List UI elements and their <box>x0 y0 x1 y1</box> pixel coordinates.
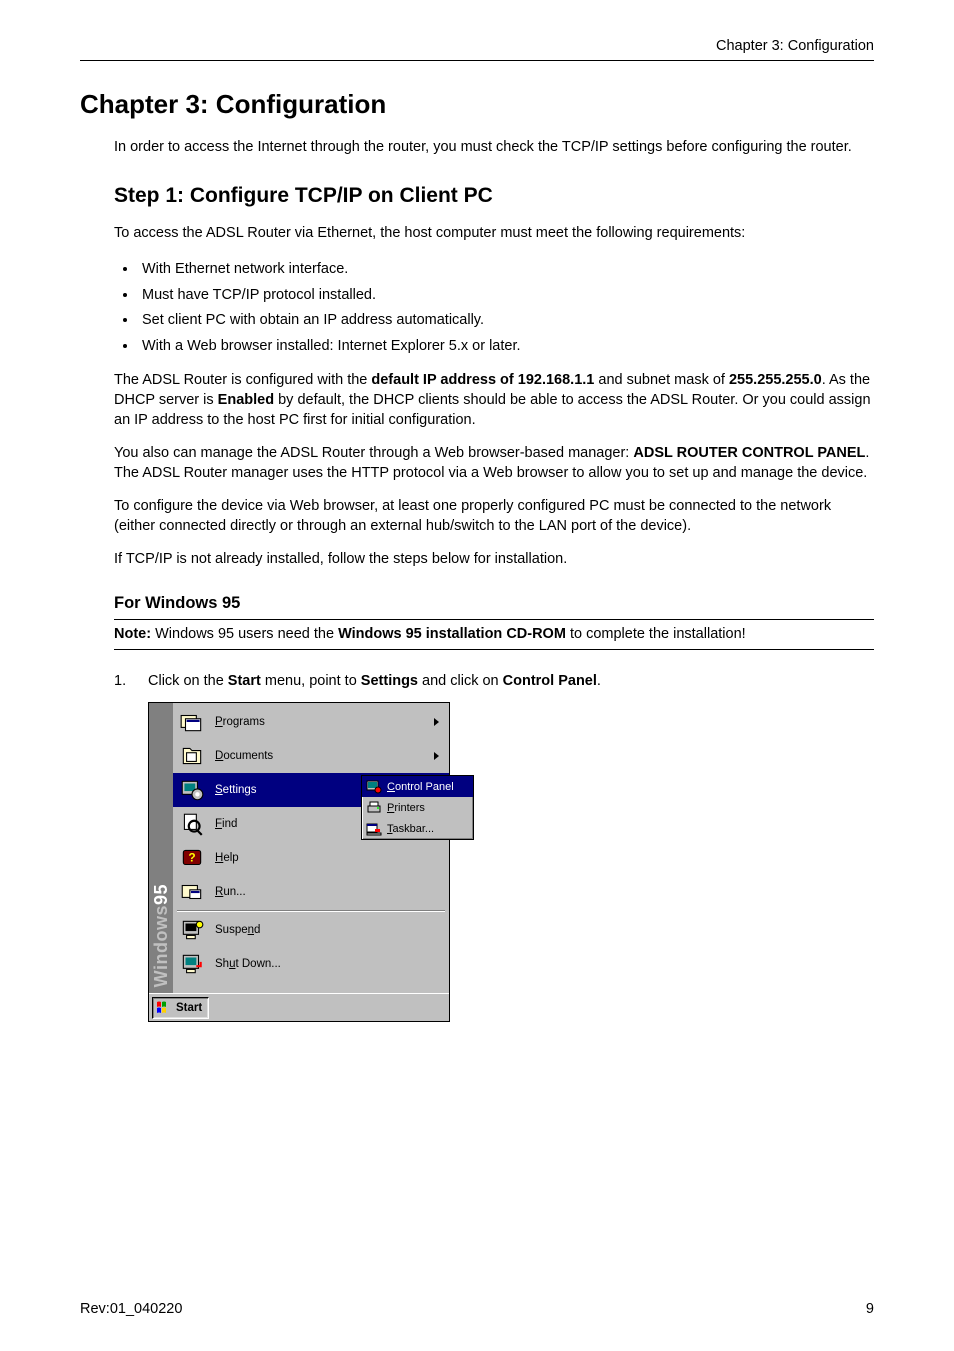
start-button[interactable]: Start <box>152 997 209 1019</box>
menu-run[interactable]: Run... <box>173 875 449 909</box>
suspend-icon <box>179 917 205 943</box>
settings-icon <box>179 777 205 803</box>
web-config-paragraph: To configure the device via Web browser,… <box>114 497 874 536</box>
windows-flag-icon <box>156 1001 172 1015</box>
list-item: Set client PC with obtain an IP address … <box>138 308 874 334</box>
menu-separator <box>177 910 445 912</box>
list-item: With a Web browser installed: Internet E… <box>138 334 874 360</box>
submenu-taskbar[interactable]: Taskbar... <box>362 818 473 839</box>
menu-label: Shut Down... <box>215 958 443 970</box>
start-menu-screenshot: Windows95 Programs Documents Settings <box>148 702 450 1022</box>
control-panel-icon <box>366 779 382 795</box>
menu-label: Documents <box>215 750 434 762</box>
note-block: Note: Windows 95 users need the Windows … <box>114 619 874 651</box>
chevron-right-icon <box>434 718 439 726</box>
taskbar: Start <box>149 993 449 1021</box>
menu-help[interactable]: ? Help <box>173 841 449 875</box>
windows95-heading: For Windows 95 <box>114 594 874 613</box>
start-menu-sidebar: Windows95 <box>149 703 173 993</box>
requirements-intro: To access the ADSL Router via Ethernet, … <box>114 224 874 244</box>
page-number: 9 <box>866 1301 874 1317</box>
submenu-control-panel[interactable]: Control Panel <box>362 776 473 797</box>
list-item: With Ethernet network interface. <box>138 257 874 283</box>
list-item: Must have TCP/IP protocol installed. <box>138 283 874 309</box>
page-header: Chapter 3: Configuration <box>80 38 874 61</box>
run-icon <box>179 879 205 905</box>
submenu-printers[interactable]: Printers <box>362 797 473 818</box>
menu-programs[interactable]: Programs <box>173 705 449 739</box>
find-icon <box>179 811 205 837</box>
submenu-label: Control Panel <box>387 781 454 793</box>
documents-icon <box>179 743 205 769</box>
printers-icon <box>366 800 382 816</box>
start-label: Start <box>176 1002 202 1014</box>
step-number: 1. <box>114 672 148 692</box>
settings-submenu: Control Panel Printers Taskbar... <box>361 775 474 840</box>
menu-label: Run... <box>215 886 443 898</box>
chapter-title: Chapter 3: Configuration <box>80 89 874 120</box>
step-1: 1. Click on the Start menu, point to Set… <box>114 672 874 692</box>
step1-heading: Step 1: Configure TCP/IP on Client PC <box>114 184 874 208</box>
submenu-label: Taskbar... <box>387 823 434 835</box>
menu-label: Help <box>215 852 443 864</box>
svg-text:?: ? <box>188 850 195 864</box>
programs-icon <box>179 709 205 735</box>
shutdown-icon <box>179 951 205 977</box>
intro-paragraph: In order to access the Internet through … <box>114 138 874 158</box>
menu-suspend[interactable]: Suspend <box>173 913 449 947</box>
submenu-label: Printers <box>387 802 425 814</box>
control-panel-paragraph: You also can manage the ADSL Router thro… <box>114 444 874 483</box>
menu-label: Programs <box>215 716 434 728</box>
tcpip-install-paragraph: If TCP/IP is not already installed, foll… <box>114 550 874 570</box>
menu-label: Suspend <box>215 924 443 936</box>
taskbar-icon <box>366 821 382 837</box>
menu-shutdown[interactable]: Shut Down... <box>173 947 449 981</box>
chevron-right-icon <box>434 752 439 760</box>
default-ip-paragraph: The ADSL Router is configured with the d… <box>114 371 874 430</box>
help-icon: ? <box>179 845 205 871</box>
footer-revision: Rev:01_040220 <box>80 1301 182 1317</box>
requirements-list: With Ethernet network interface. Must ha… <box>138 257 874 359</box>
menu-documents[interactable]: Documents <box>173 739 449 773</box>
